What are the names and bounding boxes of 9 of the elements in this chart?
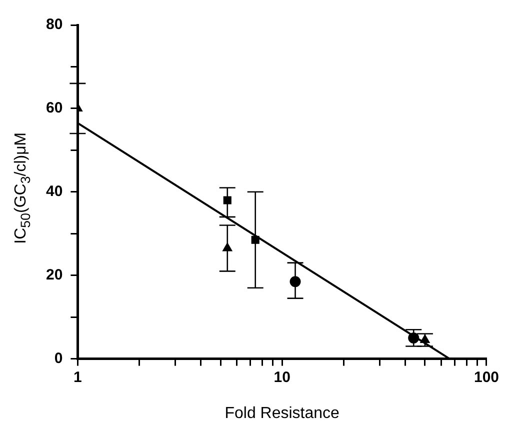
- y-tick-label: 60: [46, 100, 63, 117]
- y-tick-label: 40: [46, 183, 63, 200]
- x-tick-label: 1: [74, 368, 82, 386]
- x-tick-label: 100: [474, 368, 499, 386]
- x-tick-label: 10: [274, 368, 290, 386]
- y-tick-label: 20: [46, 266, 63, 284]
- y-tick-label: 0: [54, 350, 63, 367]
- y-tick-label: 80: [46, 16, 63, 34]
- x-axis-title: Fold Resistance: [224, 404, 340, 422]
